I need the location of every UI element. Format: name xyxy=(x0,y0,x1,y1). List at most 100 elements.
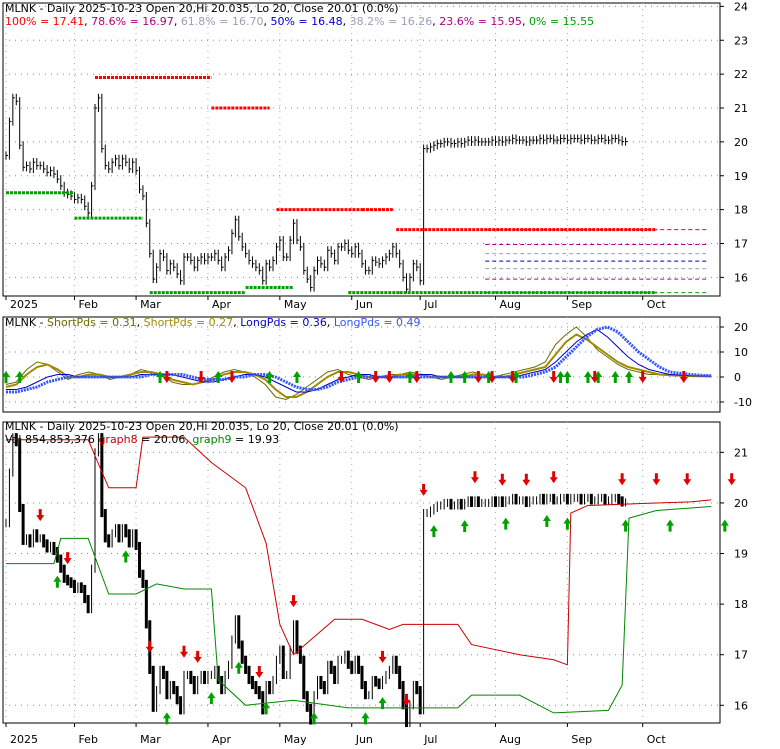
buy-arrow xyxy=(156,371,165,383)
x-axis-label: May xyxy=(284,733,307,745)
trend-buy-arrow xyxy=(666,519,675,532)
graph9-line xyxy=(6,505,712,714)
legend-entry: , xyxy=(174,15,181,28)
buy-arrow xyxy=(583,371,592,383)
trend-buy-arrow xyxy=(207,692,216,705)
trend-sell-arrow xyxy=(498,473,507,486)
sell-arrow xyxy=(371,371,380,383)
trend-buy-arrow xyxy=(720,519,729,532)
legend-entry: 38.2% = 16.26 xyxy=(350,15,433,28)
price-y-tick-label: 22 xyxy=(734,68,748,81)
trend-sell-arrow xyxy=(36,509,45,522)
buy-arrow xyxy=(2,371,10,383)
price-panel-title: MLNK - Daily 2025-10-23 Open 20,Hi 20.03… xyxy=(5,2,399,15)
x-axis-label: Feb xyxy=(78,733,97,745)
buy-arrow xyxy=(625,371,633,383)
pds-y-tick-label: -10 xyxy=(734,396,752,409)
pds-y-tick-label: 20 xyxy=(734,321,748,334)
legend-entry: , xyxy=(263,15,270,28)
buy-arrow xyxy=(214,371,223,383)
trend-frame xyxy=(2,421,721,724)
x-axis-label: Oct xyxy=(647,298,667,311)
trend-buy-arrow xyxy=(234,661,243,674)
sell-arrow xyxy=(197,371,206,383)
legend-entry: , xyxy=(233,316,240,329)
trend-sell-arrow xyxy=(419,483,428,496)
trend-y-tick-label: 20 xyxy=(734,497,748,510)
sell-arrow xyxy=(474,371,483,383)
trend-buy-arrow xyxy=(262,702,271,715)
price-y-tick-label: 20 xyxy=(734,136,748,149)
buy-arrow xyxy=(447,371,455,383)
legend-entry: LongPds = 0.49 xyxy=(334,316,421,329)
buy-arrow xyxy=(563,371,572,383)
sell-arrow xyxy=(638,371,647,383)
price-y-tick-label: 17 xyxy=(734,237,748,250)
trend-sell-arrow xyxy=(683,473,692,486)
trend-buy-arrow xyxy=(121,550,130,563)
trend-sell-arrow xyxy=(402,693,411,706)
legend-entry: ShortPds = 0.31 xyxy=(47,316,137,329)
legend-entry: 23.6% = 15.95 xyxy=(439,15,522,28)
legend-entry: , xyxy=(84,15,91,28)
sell-arrow xyxy=(337,371,346,383)
sell-arrow xyxy=(590,371,599,383)
price-y-tick-label: 24 xyxy=(734,0,748,13)
trend-panel-title: MLNK - Daily 2025-10-23 Open 20,Hi 20.03… xyxy=(5,420,399,433)
trend-sell-arrow xyxy=(378,650,387,663)
trend-sell-arrow xyxy=(289,595,298,608)
x-axis-label: May xyxy=(284,298,307,311)
price-y-tick-label: 19 xyxy=(734,170,748,183)
x-axis-label: Aug xyxy=(500,733,521,745)
trend-sell-arrow xyxy=(727,473,736,486)
fib-legend: 100% = 17.41, 78.6% = 16.97, 61.8% = 16.… xyxy=(5,15,594,28)
pds-legend: MLNK - ShortPds = 0.31, ShortPds = 0.27,… xyxy=(5,316,421,329)
pds-series-line xyxy=(5,333,712,398)
pds-frame xyxy=(2,316,721,413)
trend-buy-arrow xyxy=(621,519,630,532)
trend-buy-arrow xyxy=(53,575,62,588)
buy-arrow xyxy=(15,371,24,383)
pds-y-tick-label: 10 xyxy=(734,346,748,359)
legend-entry: graph8 xyxy=(98,433,137,446)
trend-buy-arrow xyxy=(501,517,510,530)
price-y-tick-label: 16 xyxy=(734,271,748,284)
trend-sell-arrow xyxy=(549,471,558,484)
x-axis-label: Jun xyxy=(355,733,373,745)
buy-arrow xyxy=(354,371,363,383)
buy-arrow xyxy=(265,371,274,383)
legend-entry: 50% = 16.48 xyxy=(270,15,342,28)
legend-entry: = 19.93 xyxy=(232,433,280,446)
chart-marks xyxy=(2,76,736,728)
price-y-tick-label: 18 xyxy=(734,204,748,217)
trend-sell-arrow xyxy=(652,473,661,486)
grid-lines xyxy=(3,3,720,723)
legend-entry: , xyxy=(343,15,350,28)
sell-arrow xyxy=(679,371,688,383)
x-axis-label: Mar xyxy=(140,298,161,311)
legend-entry: 78.6% = 16.97 xyxy=(91,15,174,28)
trend-y-tick-label: 18 xyxy=(734,598,748,611)
sell-arrow xyxy=(162,371,171,383)
sell-arrow xyxy=(227,371,236,383)
legend-entry: graph9 xyxy=(192,433,231,446)
x-axis-label: 2025 xyxy=(10,733,38,745)
x-axis-label: Mar xyxy=(140,733,161,745)
x-axis-label: Apr xyxy=(212,298,232,311)
trend-buy-arrow xyxy=(162,712,171,725)
legend-entry: Vol 854,853,376 xyxy=(5,433,98,446)
trend-legend: Vol 854,853,376 graph8 = 20.06, graph9 =… xyxy=(5,433,279,446)
x-axis-label: Jun xyxy=(355,298,373,311)
trend-sell-arrow xyxy=(193,650,202,663)
legend-entry: ShortPds = 0.27 xyxy=(144,316,234,329)
x-axis-label: Oct xyxy=(647,733,667,745)
legend-entry: , xyxy=(432,15,439,28)
legend-entry: , xyxy=(327,316,334,329)
trend-sell-arrow xyxy=(470,471,479,484)
legend-entry: , xyxy=(522,15,529,28)
trend-sell-arrow xyxy=(63,552,72,565)
x-axis-label: 2025 xyxy=(10,298,38,311)
sell-arrow xyxy=(508,371,517,383)
trend-y-tick-label: 17 xyxy=(734,649,748,662)
